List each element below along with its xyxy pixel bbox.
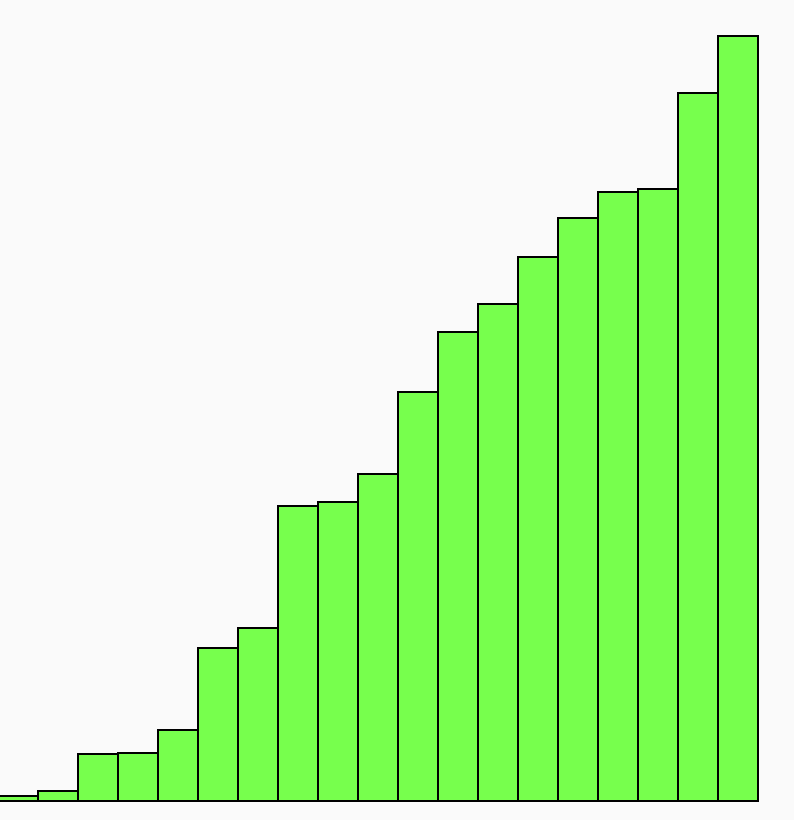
bar: [277, 505, 319, 802]
bar: [557, 217, 599, 802]
bar: [237, 627, 279, 802]
bar: [477, 303, 519, 802]
bar: [437, 331, 479, 802]
bar: [597, 191, 639, 802]
bar: [517, 256, 559, 802]
bar: [37, 790, 79, 802]
bar: [397, 391, 439, 802]
bar: [77, 753, 119, 802]
bar: [717, 35, 759, 802]
bar: [117, 752, 159, 802]
bar: [0, 795, 39, 802]
bar: [197, 647, 239, 802]
bar: [157, 729, 199, 802]
bar: [317, 501, 359, 802]
bar: [637, 188, 679, 802]
bar: [357, 473, 399, 802]
bar: [677, 92, 719, 802]
